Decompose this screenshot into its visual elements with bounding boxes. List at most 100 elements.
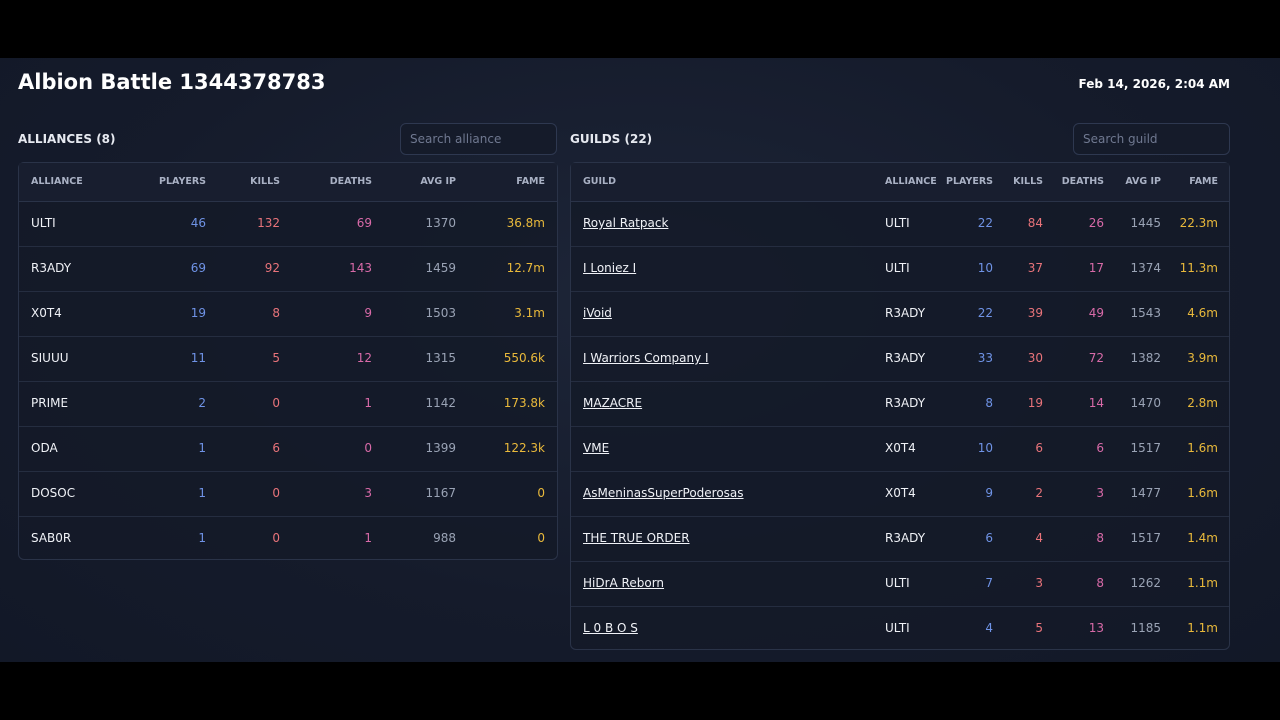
players: 6 — [985, 531, 993, 545]
avg-ip: 1517 — [1130, 531, 1161, 545]
guild-name[interactable]: I Warriors Company I — [583, 351, 709, 365]
kills: 6 — [272, 441, 280, 455]
deaths: 49 — [1088, 306, 1104, 320]
avg-ip: 1370 — [425, 216, 456, 230]
avg-ip: 1315 — [425, 351, 456, 365]
table-row: THE TRUE ORDER R3ADY 6 4 8 1517 1.4m — [571, 516, 1229, 562]
table-row: HiDrA Reborn ULTI 7 3 8 1262 1.1m — [571, 561, 1229, 607]
alliance-name: ULTI — [885, 621, 910, 635]
deaths: 0 — [364, 441, 372, 455]
table-row: MAZACRE R3ADY 8 19 14 1470 2.8m — [571, 381, 1229, 427]
fame: 1.6m — [1187, 441, 1218, 455]
column-header: FAME — [516, 176, 545, 187]
alliance-name: PRIME — [31, 396, 69, 410]
players: 33 — [977, 351, 993, 365]
alliance-name: R3ADY — [885, 396, 926, 410]
avg-ip: 1262 — [1130, 576, 1161, 590]
column-header: KILLS — [1013, 176, 1043, 187]
fame: 0 — [537, 486, 545, 500]
guild-name[interactable]: HiDrA Reborn — [583, 576, 665, 590]
alliances-label: ALLIANCES (8) — [18, 132, 116, 146]
kills: 3 — [1035, 576, 1043, 590]
players: 9 — [985, 486, 993, 500]
guild-name[interactable]: L 0 B O S — [583, 621, 638, 635]
table-row: L 0 B O S ULTI 4 5 13 1185 1.1m — [571, 606, 1229, 651]
alliance-name: SIUUU — [31, 351, 69, 365]
fame: 550.6k — [503, 351, 545, 365]
avg-ip: 1374 — [1130, 261, 1161, 275]
avg-ip: 1399 — [425, 441, 456, 455]
deaths: 26 — [1088, 216, 1104, 230]
table-row: I Loniez I ULTI 10 37 17 1374 11.3m — [571, 246, 1229, 292]
players: 2 — [198, 396, 206, 410]
fame: 4.6m — [1187, 306, 1218, 320]
battle-page: Albion Battle 1344378783 Feb 14, 2026, 2… — [0, 58, 1280, 662]
alliance-name: ULTI — [885, 576, 910, 590]
alliance-name: R3ADY — [31, 261, 72, 275]
column-header: PLAYERS — [946, 176, 993, 187]
guild-search[interactable]: Search guild — [1073, 123, 1230, 155]
kills: 0 — [272, 486, 280, 500]
alliance-name: DOSOC — [31, 486, 76, 500]
fame: 22.3m — [1179, 216, 1218, 230]
table-row: AsMeninasSuperPoderosas X0T4 9 2 3 1477 1.6m — [571, 471, 1229, 517]
fame: 0 — [537, 531, 545, 545]
avg-ip: 1185 — [1130, 621, 1161, 635]
table-row: ULTI 46 132 69 1370 36.8m — [19, 201, 557, 247]
alliance-name: ULTI — [31, 216, 56, 230]
table-row: X0T4 19 8 9 1503 3.1m — [19, 291, 557, 337]
guild-name[interactable]: VME — [583, 441, 610, 455]
avg-ip: 1382 — [1130, 351, 1161, 365]
alliance-name: R3ADY — [885, 531, 926, 545]
deaths: 14 — [1088, 396, 1104, 410]
players: 22 — [977, 216, 993, 230]
players: 22 — [977, 306, 993, 320]
alliance-name: R3ADY — [885, 306, 926, 320]
avg-ip: 988 — [433, 531, 456, 545]
fame: 3.1m — [514, 306, 545, 320]
fame: 173.8k — [503, 396, 545, 410]
table-row: ODA 1 6 0 1399 122.3k — [19, 426, 557, 472]
guild-name[interactable]: Royal Ratpack — [583, 216, 669, 230]
kills: 8 — [272, 306, 280, 320]
deaths: 3 — [1096, 486, 1104, 500]
kills: 0 — [272, 531, 280, 545]
header-row: GUILD ALLIANCE PLAYERS KILLS DEATHS AVG IP FAM… — [571, 163, 1229, 202]
deaths: 3 — [364, 486, 372, 500]
column-header: DEATHS — [1061, 176, 1104, 187]
kills: 37 — [1027, 261, 1043, 275]
alliance-name: X0T4 — [885, 441, 916, 455]
fame: 1.1m — [1187, 576, 1218, 590]
guild-name[interactable]: I Loniez I — [583, 261, 637, 275]
deaths: 8 — [1096, 531, 1104, 545]
column-header: FAME — [1189, 176, 1218, 187]
alliance-search[interactable]: Search alliance — [400, 123, 557, 155]
deaths: 8 — [1096, 576, 1104, 590]
guild-name[interactable]: iVoid — [583, 306, 612, 320]
column-header: GUILD — [583, 176, 616, 187]
players: 4 — [985, 621, 993, 635]
players: 1 — [198, 531, 206, 545]
table-row: VME X0T4 10 6 6 1517 1.6m — [571, 426, 1229, 472]
alliance-name: ULTI — [885, 216, 910, 230]
avg-ip: 1445 — [1130, 216, 1161, 230]
guild-name[interactable]: THE TRUE ORDER — [583, 531, 690, 545]
guild-name[interactable]: AsMeninasSuperPoderosas — [583, 486, 744, 500]
table-row: PRIME 2 0 1 1142 173.8k — [19, 381, 557, 427]
fame: 3.9m — [1187, 351, 1218, 365]
column-header: AVG IP — [1125, 176, 1161, 187]
kills: 92 — [264, 261, 280, 275]
alliance-name: ODA — [31, 441, 58, 455]
players: 8 — [985, 396, 993, 410]
deaths: 17 — [1088, 261, 1104, 275]
guild-name[interactable]: MAZACRE — [583, 396, 643, 410]
kills: 5 — [272, 351, 280, 365]
deaths: 69 — [356, 216, 372, 230]
players: 7 — [985, 576, 993, 590]
kills: 30 — [1027, 351, 1043, 365]
fame: 1.4m — [1187, 531, 1218, 545]
page-title: Albion Battle 1344378783 — [18, 70, 326, 94]
table-row: DOSOC 1 0 3 1167 0 — [19, 471, 557, 517]
header-row: ALLIANCE PLAYERS KILLS DEATHS AVG IP FAME — [19, 163, 557, 202]
